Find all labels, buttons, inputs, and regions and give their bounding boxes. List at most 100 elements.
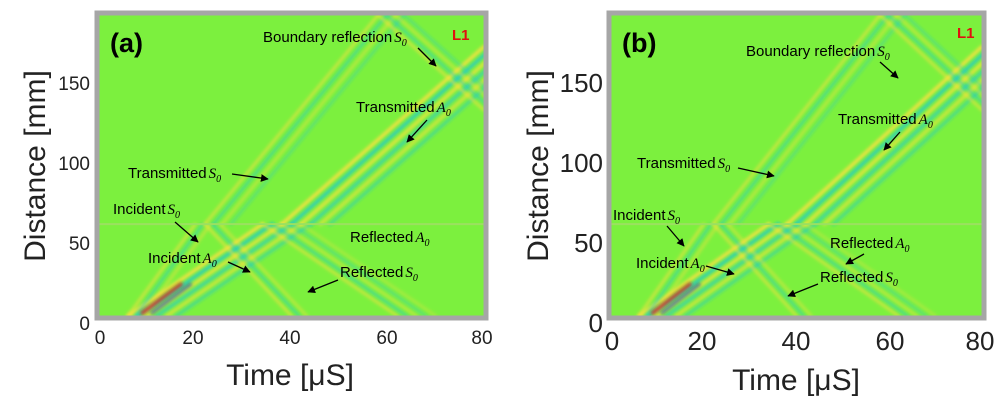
wave-transmitted-s0 bbox=[229, 15, 406, 226]
x-tick-label: 20 bbox=[688, 326, 717, 356]
wave-transmitted-s0 bbox=[711, 15, 882, 226]
plot-area-a bbox=[97, 13, 486, 318]
annotation-arrow bbox=[227, 261, 251, 273]
annotation-arrow bbox=[174, 221, 199, 243]
wave-incident-s0 bbox=[142, 222, 212, 316]
wave-transmitted-a0 bbox=[328, 86, 484, 226]
wave-reflected-a0 bbox=[804, 222, 937, 316]
wave-transmitted-a0 bbox=[794, 52, 982, 226]
x-axis-label-b: Time [μS] bbox=[732, 364, 860, 397]
x-tick-label: 40 bbox=[782, 326, 811, 356]
wave-reflected-s0 bbox=[211, 222, 301, 316]
wave-boundary-reflection-s0 bbox=[402, 15, 484, 89]
panel-label-b: (b) bbox=[622, 28, 656, 58]
plot-frame-b bbox=[606, 10, 987, 321]
y-tick-label: 150 bbox=[58, 74, 90, 95]
annotation-text: Reflected S0 bbox=[340, 264, 418, 284]
x-tick-label: 0 bbox=[95, 328, 106, 349]
wave-reflected-a0 bbox=[271, 222, 409, 316]
x-ticks-a: 0 20 40 60 80 bbox=[95, 328, 493, 349]
annotation-text: Transmitted S0 bbox=[637, 155, 730, 175]
x-tick-label: 60 bbox=[876, 326, 905, 356]
wave-incident-s0 bbox=[637, 222, 705, 316]
wave-incident-a0 bbox=[155, 222, 294, 316]
annotation-arrow bbox=[883, 131, 901, 151]
annotation-arrow bbox=[406, 119, 428, 143]
annotation-text: Incident S0 bbox=[113, 201, 180, 221]
x-tick-label: 60 bbox=[376, 328, 397, 349]
wave-transmitted-a0 bbox=[280, 45, 484, 226]
y-tick-label: 100 bbox=[560, 148, 603, 178]
y-tick-label: 100 bbox=[58, 154, 90, 175]
wave-transmitted-s0 bbox=[720, 15, 890, 226]
wave-transmitted-a0 bbox=[831, 86, 982, 226]
wave-reflected-a0 bbox=[261, 222, 399, 316]
wave-boundary-reflection-s0 bbox=[385, 15, 484, 104]
panel-label-a: (a) bbox=[110, 28, 143, 58]
wave-transmitted-a0 bbox=[813, 69, 982, 226]
wave-incident-a0 bbox=[164, 222, 303, 316]
wave-reflected-s0 bbox=[719, 222, 806, 316]
y-tick-label: 0 bbox=[589, 308, 603, 338]
y-tick-label: 150 bbox=[560, 68, 603, 98]
annotation-arrow bbox=[307, 279, 339, 294]
wave-reflected-a0 bbox=[767, 222, 900, 316]
y-axis-label-a: Distance [mm] bbox=[19, 70, 52, 262]
annotations-a: Boundary reflection S0 Transmitted A0 Tran… bbox=[113, 29, 451, 294]
wavefield-a bbox=[99, 15, 484, 316]
wave-incident-a0 bbox=[126, 222, 265, 316]
annotation-arrow bbox=[737, 167, 775, 179]
x-tick-label: 80 bbox=[966, 326, 995, 356]
wave-incident-a0 bbox=[683, 222, 817, 316]
x-axis-label-a: Time [μS] bbox=[226, 359, 354, 392]
y-ticks-b: 0 50 100 150 bbox=[560, 68, 603, 338]
wave-incident-s0 bbox=[645, 222, 713, 316]
wavefield-b bbox=[611, 15, 982, 316]
wave-boundary-reflection-s0 bbox=[887, 15, 982, 104]
wave-boundary-reflection-s0 bbox=[903, 15, 982, 89]
annotation-text: Incident A0 bbox=[148, 250, 217, 270]
wave-reflected-a0 bbox=[299, 222, 438, 316]
y-axis-label-b: Distance [mm] bbox=[522, 70, 555, 262]
annotation-text: Transmitted A0 bbox=[356, 99, 451, 119]
wave-transmitted-a0 bbox=[785, 45, 982, 226]
wave-transmitted-s0 bbox=[736, 15, 907, 226]
wave-transmitted-s0 bbox=[220, 15, 397, 226]
annotation-text: Boundary reflection S0 bbox=[746, 43, 890, 63]
wave-incident-a0 bbox=[637, 222, 771, 316]
wave-incident-s0 bbox=[126, 222, 197, 316]
x-tick-label: 80 bbox=[471, 328, 492, 349]
wave-incident-s0 bbox=[652, 222, 720, 316]
plot-frame-a bbox=[94, 10, 489, 321]
annotation-text: Reflected S0 bbox=[820, 269, 898, 289]
panel-b: (b) L1 0 50 100 150 0 20 40 60 80 Time [… bbox=[522, 10, 995, 397]
y-ticks-a: 0 50 100 150 bbox=[58, 74, 90, 335]
annotation-text: Transmitted A0 bbox=[838, 111, 933, 131]
annotation-text: Boundary reflection S0 bbox=[263, 29, 407, 49]
wave-transmitted-s0 bbox=[203, 15, 380, 226]
wave-reflected-a0 bbox=[795, 222, 928, 316]
annotation-text: Reflected A0 bbox=[350, 229, 430, 249]
wave-boundary-reflection-s0 bbox=[878, 15, 982, 112]
annotation-text: Incident A0 bbox=[636, 255, 705, 275]
y-tick-label: 50 bbox=[574, 228, 603, 258]
wave-incident-a0 bbox=[674, 222, 808, 316]
annotation-text: Reflected A0 bbox=[830, 235, 910, 255]
wave-trough bbox=[660, 282, 701, 315]
wave-transmitted-s0 bbox=[212, 15, 388, 226]
y-tick-label: 0 bbox=[79, 314, 90, 335]
wave-reflected-a0 bbox=[290, 222, 428, 316]
wave-transmitted-a0 bbox=[318, 78, 484, 226]
annotation-text: Incident S0 bbox=[613, 207, 680, 227]
plot-area-b bbox=[609, 13, 984, 318]
wave-trough bbox=[150, 282, 192, 315]
wave-transmitted-a0 bbox=[822, 78, 982, 226]
annotation-arrow bbox=[231, 173, 269, 182]
tag-label-a: L1 bbox=[452, 27, 470, 44]
wave-reflected-a0 bbox=[776, 222, 909, 316]
annotations-b: Boundary reflection S0 Transmitted A0 Tran… bbox=[613, 43, 933, 298]
annotation-arrow bbox=[879, 61, 899, 79]
wave-transmitted-a0 bbox=[299, 61, 484, 226]
wave-reflected-a0 bbox=[280, 222, 418, 316]
wave-reflected-a0 bbox=[786, 222, 919, 316]
